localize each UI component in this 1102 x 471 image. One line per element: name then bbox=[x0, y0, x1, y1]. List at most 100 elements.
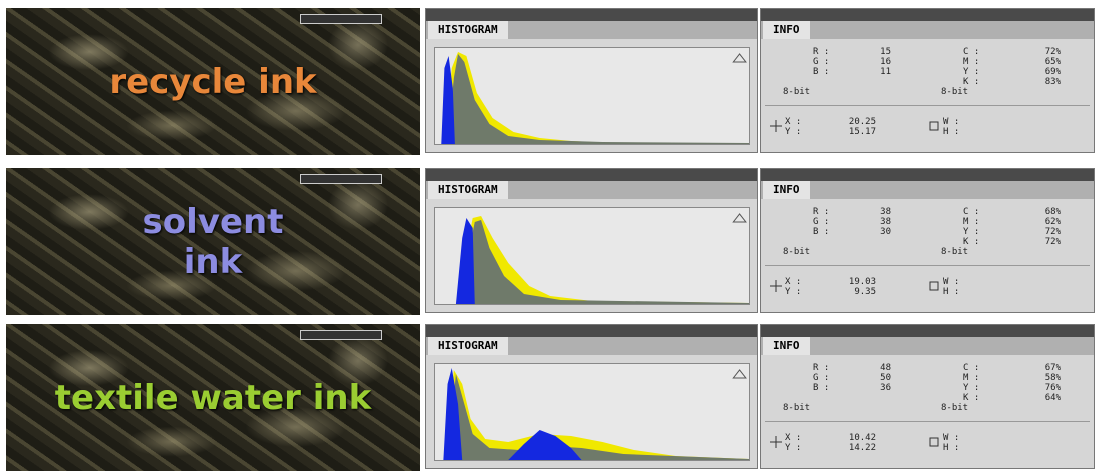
value: 62% bbox=[1021, 217, 1061, 227]
value: 68% bbox=[1021, 207, 1061, 217]
tab-title: INFO bbox=[763, 21, 810, 39]
scale-bar bbox=[300, 174, 382, 184]
value: 65% bbox=[1021, 57, 1061, 67]
crosshair-icon bbox=[769, 279, 783, 293]
microscope-image: recycle ink bbox=[6, 8, 420, 155]
warning-icon bbox=[733, 54, 746, 62]
value: 83% bbox=[1021, 77, 1061, 87]
tab-title: HISTOGRAM bbox=[428, 181, 508, 199]
microscope-image: textile water ink bbox=[6, 324, 420, 471]
panel-tabs: HISTOGRAM bbox=[426, 21, 757, 39]
label: W : bbox=[943, 277, 959, 287]
tab-title: INFO bbox=[763, 337, 810, 355]
panel-bar bbox=[426, 9, 757, 21]
tab-title: HISTOGRAM bbox=[428, 21, 508, 39]
size-icon bbox=[929, 119, 941, 131]
label: C : bbox=[963, 363, 979, 373]
label: M : bbox=[963, 57, 979, 67]
separator bbox=[765, 265, 1090, 266]
panel-tabs: INFO bbox=[761, 21, 1094, 39]
label: 8-bit bbox=[783, 247, 810, 257]
separator bbox=[765, 421, 1090, 422]
label: W : bbox=[943, 433, 959, 443]
label: B : bbox=[813, 227, 829, 237]
tab-title: HISTOGRAM bbox=[428, 337, 508, 355]
value: 64% bbox=[1021, 393, 1061, 403]
histogram-panel: HISTOGRAM bbox=[425, 324, 758, 469]
scale-bar bbox=[300, 330, 382, 340]
label: M : bbox=[963, 217, 979, 227]
gray-channel bbox=[435, 220, 749, 304]
value: 10.42 bbox=[831, 433, 876, 443]
label: B : bbox=[813, 383, 829, 393]
panel-tabs: INFO bbox=[761, 337, 1094, 355]
gray-channel bbox=[435, 54, 749, 144]
label: 8-bit bbox=[941, 403, 968, 413]
label: B : bbox=[813, 67, 829, 77]
label: 8-bit bbox=[941, 247, 968, 257]
value: 38 bbox=[851, 207, 891, 217]
label: Y : bbox=[963, 227, 979, 237]
histogram-plot bbox=[434, 207, 750, 305]
value: 72% bbox=[1021, 227, 1061, 237]
label: G : bbox=[813, 217, 829, 227]
value: 76% bbox=[1021, 383, 1061, 393]
value: 58% bbox=[1021, 373, 1061, 383]
value: 15.17 bbox=[831, 127, 876, 137]
label: Y : bbox=[963, 67, 979, 77]
value: 67% bbox=[1021, 363, 1061, 373]
label: R : bbox=[813, 47, 829, 57]
label: H : bbox=[943, 287, 959, 297]
label: W : bbox=[943, 117, 959, 127]
crosshair-icon bbox=[769, 435, 783, 449]
value: 50 bbox=[851, 373, 891, 383]
histogram-panel: HISTOGRAM bbox=[425, 168, 758, 313]
histogram-graph bbox=[435, 364, 749, 460]
value: 72% bbox=[1021, 237, 1061, 247]
label: H : bbox=[943, 443, 959, 453]
value: 19.03 bbox=[831, 277, 876, 287]
histogram-graph bbox=[435, 208, 749, 304]
panel-bar bbox=[426, 325, 757, 337]
panel-tabs: INFO bbox=[761, 181, 1094, 199]
label: K : bbox=[963, 237, 979, 247]
label: M : bbox=[963, 373, 979, 383]
label: X : bbox=[785, 277, 801, 287]
value: 69% bbox=[1021, 67, 1061, 77]
size-icon bbox=[929, 279, 941, 291]
panel-bar bbox=[761, 169, 1094, 181]
tab-title: INFO bbox=[763, 181, 810, 199]
label: X : bbox=[785, 433, 801, 443]
separator bbox=[765, 105, 1090, 106]
blue-channel bbox=[456, 218, 475, 304]
panel-bar bbox=[761, 325, 1094, 337]
value: 36 bbox=[851, 383, 891, 393]
histogram-plot bbox=[434, 363, 750, 461]
scale-bar bbox=[300, 14, 382, 24]
value: 14.22 bbox=[831, 443, 876, 453]
caption: recycle ink bbox=[6, 62, 420, 102]
label: R : bbox=[813, 363, 829, 373]
size-icon bbox=[929, 435, 941, 447]
label: C : bbox=[963, 47, 979, 57]
value: 15 bbox=[851, 47, 891, 57]
histogram-plot bbox=[434, 47, 750, 145]
microscope-image: solvent ink bbox=[6, 168, 420, 315]
label: 8-bit bbox=[941, 87, 968, 97]
warning-icon bbox=[733, 214, 746, 222]
label: X : bbox=[785, 117, 801, 127]
histogram-graph bbox=[435, 48, 749, 144]
label: G : bbox=[813, 373, 829, 383]
label: 8-bit bbox=[783, 87, 810, 97]
value: 48 bbox=[851, 363, 891, 373]
panel-tabs: HISTOGRAM bbox=[426, 337, 757, 355]
label: Y : bbox=[785, 287, 801, 297]
histogram-panel: HISTOGRAM bbox=[425, 8, 758, 153]
panel-bar bbox=[426, 169, 757, 181]
sample-row: textile water ink HISTOGRAM INFO R :G :B… bbox=[0, 316, 1102, 471]
panel-bar bbox=[761, 9, 1094, 21]
